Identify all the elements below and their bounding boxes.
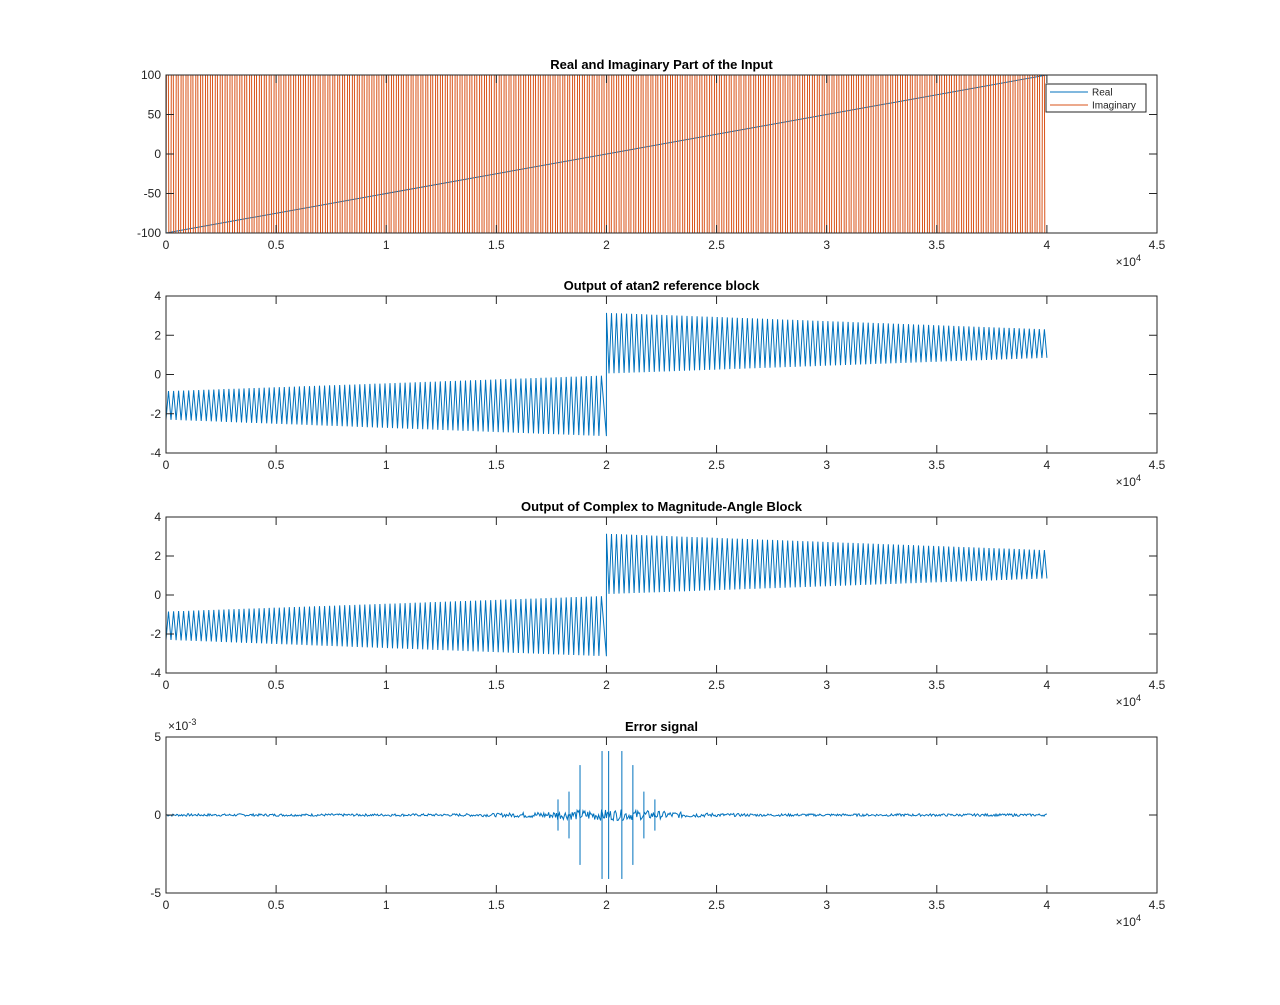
- x-tick-label: 0.5: [268, 238, 285, 252]
- y-tick-label: 100: [141, 68, 161, 82]
- y-tick-label: 2: [154, 328, 161, 342]
- x-tick-label: 0: [163, 898, 170, 912]
- legend-box: [1045, 83, 1147, 113]
- subplot-3: 0 0.5 1 1.5 2 2.5 3 3.5 4 4.5 -4 -2 0 2 4 Output of Com…: [150, 499, 1165, 709]
- legend: Real Imaginary: [1045, 83, 1147, 113]
- y-tick-label: 2: [154, 549, 161, 563]
- x-tick-label: 2: [603, 458, 610, 472]
- axes-area: [166, 75, 1157, 233]
- series-group: [165, 74, 1047, 234]
- y-tick-label: -2: [150, 407, 161, 421]
- x-tick-label: 1.5: [488, 898, 505, 912]
- x-exponent-base: ×10: [1116, 475, 1137, 489]
- x-exponent-label: ×104: [1116, 693, 1141, 709]
- x-tick-label: 4.5: [1149, 238, 1166, 252]
- x-tick-label: 4: [1044, 458, 1051, 472]
- x-tick-label: 1: [383, 458, 390, 472]
- x-tick-label: 0.5: [268, 458, 285, 472]
- y-tick-label: 0: [154, 808, 161, 822]
- x-tick-label: 2: [603, 898, 610, 912]
- series-line-angle: [165, 533, 1048, 657]
- y-tick-label: 5: [154, 730, 161, 744]
- subplot-title: Real and Imaginary Part of the Input: [550, 57, 773, 72]
- legend-label-imaginary: Imaginary: [1092, 101, 1136, 112]
- subplot-2: 0 0.5 1 1.5 2 2.5 3 3.5 4 4.5 -4 -2 0 2 4 Output of ata…: [150, 278, 1165, 489]
- x-tick-label: 4.5: [1149, 898, 1166, 912]
- y-tick-label: 0: [154, 147, 161, 161]
- x-tick-label: 2.5: [708, 678, 725, 692]
- x-exponent-base: ×10: [1116, 915, 1137, 929]
- x-tick-label: 2: [603, 678, 610, 692]
- x-tick-label: 0.5: [268, 898, 285, 912]
- subplot-title: Output of atan2 reference block: [564, 278, 761, 293]
- x-exponent-power: 4: [1136, 693, 1141, 703]
- x-exponent-base: ×10: [1116, 255, 1137, 269]
- x-tick-label: 2: [603, 238, 610, 252]
- x-tick-label: 3.5: [928, 678, 945, 692]
- x-exponent-base: ×10: [1116, 695, 1137, 709]
- x-exponent-label: ×104: [1116, 253, 1141, 269]
- x-tick-label: 4: [1044, 238, 1051, 252]
- subplot-title: Output of Complex to Magnitude-Angle Blo…: [521, 499, 803, 514]
- x-tick-label: 2.5: [708, 458, 725, 472]
- x-tick-label: 3.5: [928, 458, 945, 472]
- x-tick-label: 4: [1044, 898, 1051, 912]
- subplot-title: Error signal: [625, 719, 698, 734]
- x-tick-label: 4.5: [1149, 458, 1166, 472]
- x-tick-label: 3: [823, 898, 830, 912]
- x-tick-label: 3: [823, 458, 830, 472]
- y-tick-label: -50: [144, 187, 162, 201]
- x-tick-label: 0.5: [268, 678, 285, 692]
- x-tick-label: 2.5: [708, 898, 725, 912]
- x-tick-label: 2.5: [708, 238, 725, 252]
- x-tick-label: 1: [383, 678, 390, 692]
- series-group: [165, 751, 1047, 879]
- x-tick-label: 4: [1044, 678, 1051, 692]
- y-exponent-label: ×10-3: [168, 717, 196, 733]
- y-exponent-power: -3: [188, 717, 196, 727]
- y-tick-label: 0: [154, 368, 161, 382]
- y-tick-label: -2: [150, 627, 161, 641]
- x-tick-label: 3: [823, 678, 830, 692]
- series-group: [165, 533, 1048, 657]
- x-tick-label: 0: [163, 678, 170, 692]
- x-tick-label: 3.5: [928, 898, 945, 912]
- x-tick-label: 1.5: [488, 238, 505, 252]
- x-tick-label: 0: [163, 458, 170, 472]
- y-tick-label: 4: [154, 289, 161, 303]
- x-tick-label: 1: [383, 238, 390, 252]
- legend-label-real: Real: [1092, 88, 1113, 99]
- y-tick-label: -100: [137, 226, 161, 240]
- axes-area: [166, 737, 1157, 893]
- y-tick-label: 0: [154, 588, 161, 602]
- y-tick-label: 4: [154, 510, 161, 524]
- series-group: [165, 312, 1048, 437]
- y-tick-label: -4: [150, 666, 161, 680]
- series-line-atan2: [165, 312, 1048, 437]
- x-tick-label: 0: [163, 238, 170, 252]
- subplot-1: 0 0.5 1 1.5 2 2.5 3 3.5 4 4.5 -100 -50 0 50 100 Real an…: [137, 57, 1166, 269]
- x-tick-label: 1.5: [488, 678, 505, 692]
- x-tick-label: 3.5: [928, 238, 945, 252]
- series-line-error: [165, 808, 1047, 822]
- x-tick-label: 4.5: [1149, 678, 1166, 692]
- x-exponent-power: 4: [1136, 473, 1141, 483]
- y-tick-label: -4: [150, 446, 161, 460]
- y-exponent-base: ×10: [168, 719, 189, 733]
- x-exponent-label: ×104: [1116, 913, 1141, 929]
- x-exponent-label: ×104: [1116, 473, 1141, 489]
- y-tick-label: 50: [148, 108, 162, 122]
- x-tick-label: 1.5: [488, 458, 505, 472]
- x-exponent-power: 4: [1136, 913, 1141, 923]
- y-tick-label: -5: [150, 886, 161, 900]
- x-exponent-power: 4: [1136, 253, 1141, 263]
- x-tick-label: 3: [823, 238, 830, 252]
- series-line-imaginary: [165, 74, 1047, 234]
- x-tick-label: 1: [383, 898, 390, 912]
